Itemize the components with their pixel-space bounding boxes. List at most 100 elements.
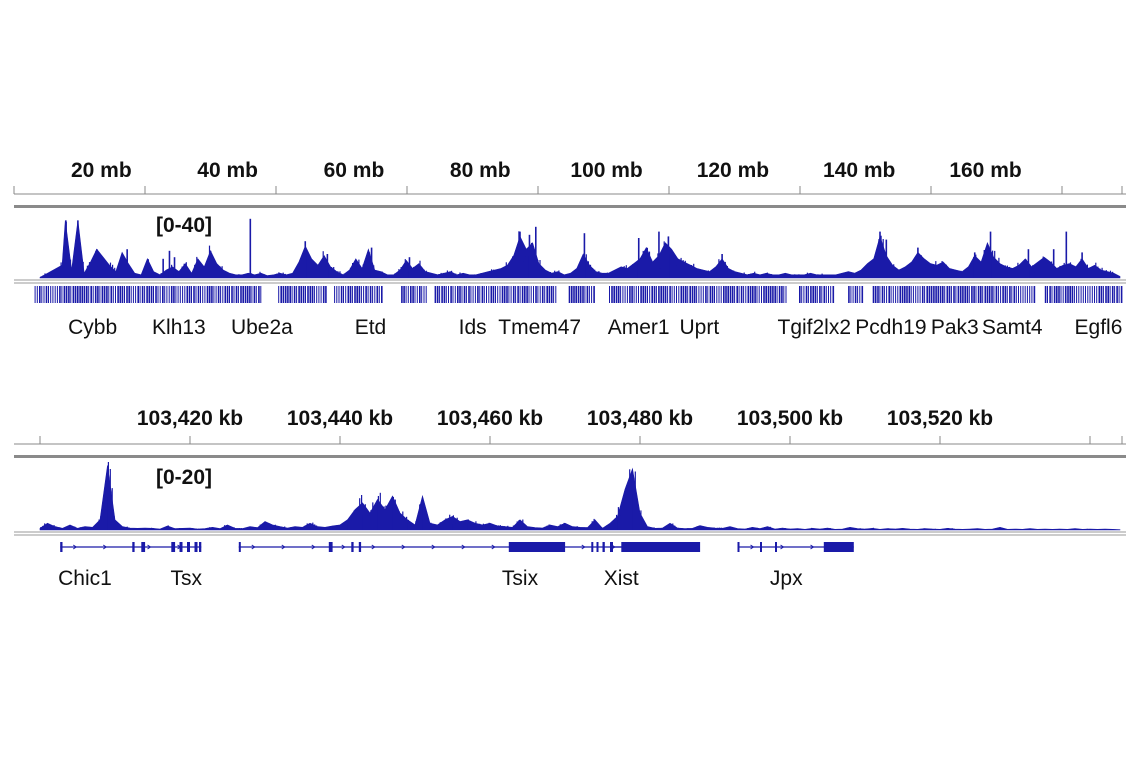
gene-bar: [671, 286, 673, 303]
gene-bar: [287, 286, 289, 303]
gene-bar: [1096, 286, 1098, 303]
signal-area: [39, 465, 1121, 531]
gene-bar: [474, 286, 476, 303]
gene-bar: [530, 286, 532, 303]
gene-bar: [588, 286, 590, 303]
gene-bar: [376, 286, 379, 303]
track-top-border: [14, 455, 1126, 458]
gene-bar: [298, 286, 300, 303]
gene-bar: [769, 286, 772, 303]
gene-bar: [1033, 286, 1036, 303]
gene-bar: [912, 286, 914, 303]
gene-label: Samt4: [982, 316, 1043, 339]
gene-bar: [316, 286, 318, 303]
gene-bar: [483, 286, 485, 303]
gene-bar: [761, 286, 762, 303]
gene-bar: [1026, 286, 1028, 303]
signal-track: [14, 205, 1126, 284]
gene-bar: [291, 286, 293, 303]
gene-bar: [132, 286, 134, 303]
strand-arrow: [371, 544, 376, 550]
gene-bar: [874, 286, 877, 303]
gene-bar: [124, 286, 125, 303]
gene-label: Uprt: [679, 316, 719, 339]
strand-arrow: [431, 544, 436, 550]
gene-label: Tgif2lx2: [778, 316, 852, 339]
gene-bar: [126, 286, 128, 303]
gene-bar: [897, 286, 899, 303]
gene-bar: [92, 286, 94, 303]
gene-bar: [421, 286, 423, 303]
gene-bar: [202, 286, 204, 303]
gene-bar: [141, 286, 144, 303]
gene-bar: [83, 286, 86, 303]
gene-bar: [1064, 286, 1067, 303]
gene-bar: [372, 286, 374, 303]
gene-bar: [179, 286, 181, 303]
exon-block: [621, 542, 701, 552]
gene-label: Jpx: [770, 567, 803, 590]
gene-bar: [253, 286, 256, 303]
gene-bar: [620, 286, 622, 303]
gene-bar: [901, 286, 904, 303]
gene-bar: [425, 286, 427, 303]
gene-bar: [168, 286, 170, 303]
gene-label: Ube2a: [231, 316, 293, 339]
gene-bar: [146, 286, 148, 303]
gene-bar: [950, 286, 952, 303]
gene-bar: [461, 286, 463, 303]
gene-bar: [1000, 286, 1002, 303]
gene-bar: [644, 286, 647, 303]
gene-bar: [137, 286, 139, 303]
gene-bar: [973, 286, 975, 303]
tick-label: 40 mb: [197, 159, 258, 182]
gene-bar: [861, 286, 864, 303]
gene-bar: [506, 286, 508, 303]
gene-bar: [678, 286, 680, 303]
exon-block: [194, 542, 198, 552]
gene-bar: [191, 286, 192, 303]
gene-bar: [410, 286, 412, 303]
signal-track: [14, 455, 1126, 536]
gene-bar: [579, 286, 582, 303]
gene-bar: [77, 286, 79, 303]
gene-bar: [50, 286, 52, 303]
strand-arrow: [311, 544, 316, 550]
gene-bar: [693, 286, 696, 303]
gene-bar: [776, 286, 778, 303]
gene-bar: [765, 286, 767, 303]
gene-bar: [155, 286, 157, 303]
gene-bar: [436, 286, 439, 303]
gene-bar: [519, 286, 521, 303]
gene-bar: [215, 286, 217, 303]
gene-bar: [74, 286, 77, 303]
tick-label: 103,440 kb: [287, 407, 393, 430]
exon-block: [737, 542, 740, 552]
gene-bar: [617, 286, 620, 303]
gene-bar: [915, 286, 917, 303]
tick-label: 160 mb: [949, 159, 1021, 182]
gene-bar: [258, 286, 260, 303]
gene-annotation-track: Cybb Klh13 Ube2a Etd Ids Tmem47 Amer1 Uprt Tgif2…: [34, 286, 1123, 339]
gene-bar: [939, 286, 942, 303]
gene-bar: [957, 286, 960, 303]
gene-bar: [472, 286, 474, 303]
gene-bar: [729, 286, 732, 303]
gene-bar: [117, 286, 119, 303]
gene-bar: [1107, 286, 1109, 303]
gene-bar: [490, 286, 493, 303]
gene-bar: [378, 286, 380, 303]
gene-bar: [1029, 286, 1031, 303]
gene-bar: [1085, 286, 1086, 303]
gene-bar: [115, 286, 116, 303]
gene-bar: [170, 286, 173, 303]
gene-bar: [553, 286, 555, 303]
gene-bar: [106, 286, 108, 303]
strand-arrow: [281, 544, 286, 550]
gene-bar: [691, 286, 694, 303]
tick-label: 103,480 kb: [587, 407, 693, 430]
gene-bar: [727, 286, 729, 303]
gene-bar: [448, 286, 449, 303]
gene-bar: [1071, 286, 1074, 303]
gene-bar: [454, 286, 456, 303]
